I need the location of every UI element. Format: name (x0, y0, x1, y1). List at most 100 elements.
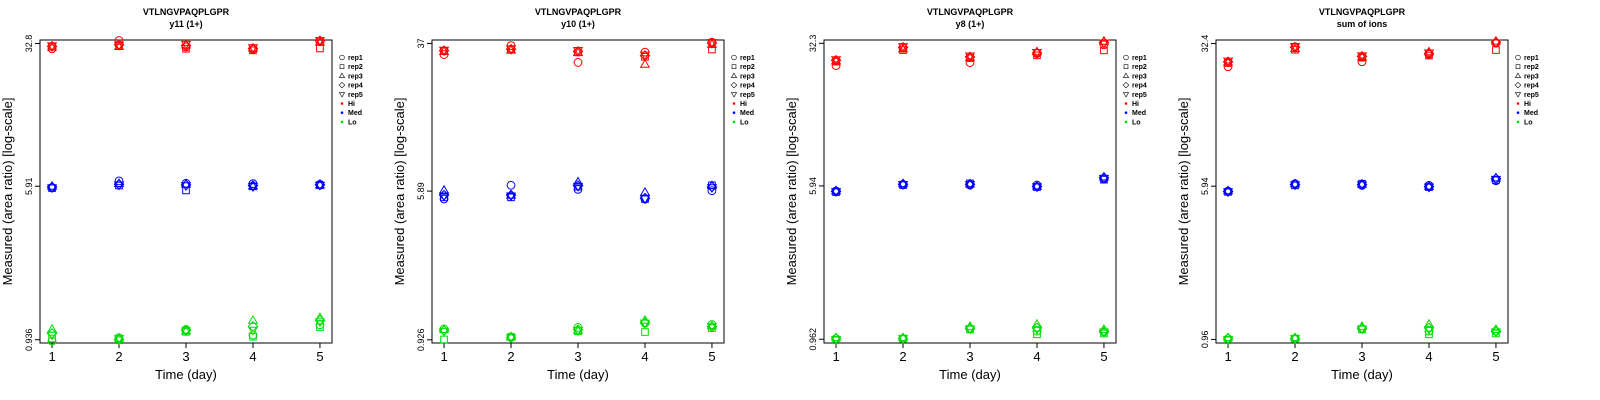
legend-label: rep3 (348, 73, 363, 80)
x-tick-label: 4 (1425, 349, 1432, 364)
x-tick-label: 2 (1291, 349, 1298, 364)
data-point (180, 182, 192, 192)
data-point (639, 195, 651, 205)
data-point (1223, 62, 1233, 72)
legend-label: rep2 (1524, 64, 1539, 71)
legend-label: rep3 (1132, 73, 1147, 80)
data-point (1490, 328, 1502, 338)
series-med-rep3 (830, 171, 1110, 195)
series-med-rep4 (830, 172, 1110, 197)
data-point (831, 334, 841, 343)
series-lo-rep4 (46, 315, 326, 345)
data-point (897, 178, 909, 188)
y-tick-label: 32.8 (24, 35, 34, 53)
legend-color-dot (1124, 120, 1128, 124)
x-tick-label: 5 (1492, 349, 1499, 364)
legend: rep1 rep2 rep3 rep4 rep5 Hi Med Lo (730, 54, 755, 126)
legend-marker (338, 72, 346, 78)
data-point (247, 44, 259, 54)
series-hi-rep5 (830, 39, 1110, 66)
x-axis-label: Time (day) (939, 367, 1001, 382)
x-tick-label: 4 (1033, 349, 1040, 364)
data-point (639, 319, 651, 329)
data-points (438, 37, 718, 344)
data-point (113, 181, 125, 191)
series-lo-rep5 (46, 318, 326, 344)
legend-marker (730, 72, 738, 78)
x-tick-label: 5 (708, 349, 715, 364)
data-point (1357, 57, 1367, 67)
legend-label: rep1 (1524, 55, 1539, 62)
data-point (505, 189, 517, 199)
data-point (1289, 181, 1301, 191)
legend-color-dot (732, 111, 736, 114)
legend-marker (731, 54, 737, 61)
data-point (1031, 180, 1043, 190)
data-point (46, 184, 58, 194)
data-point (247, 42, 259, 52)
data-point (830, 185, 842, 195)
y-tick-label: 5.94 (808, 177, 818, 195)
y-tick-label: 0.96 (1200, 331, 1210, 349)
data-point (1222, 188, 1234, 198)
y-tick-label: 0.926 (416, 329, 426, 352)
legend: rep1 rep2 rep3 rep4 rep5 Hi Med Lo (1122, 54, 1147, 126)
legend-marker (338, 81, 346, 89)
data-point (639, 186, 651, 196)
data-point (314, 312, 326, 322)
series-hi-rep4 (1222, 36, 1502, 68)
legend-label: rep2 (1132, 64, 1147, 71)
x-axis-label: Time (day) (547, 367, 609, 382)
legend-label: rep4 (1132, 83, 1147, 90)
data-point (572, 176, 584, 186)
data-point (113, 41, 125, 51)
legend-label: rep4 (740, 83, 755, 90)
series-med-rep5 (1222, 175, 1502, 198)
series-lo-rep1 (439, 318, 717, 342)
y-tick-label: 5.89 (416, 182, 426, 200)
legend-label: rep2 (348, 64, 363, 71)
data-point (114, 36, 124, 45)
data-point (1490, 175, 1502, 185)
data-point (706, 323, 718, 333)
data-point (1222, 57, 1234, 67)
legend-color-dot (1124, 111, 1128, 114)
legend-color-dot (732, 102, 736, 105)
data-point (506, 180, 516, 190)
chart-subtitle: y8 (1+) (956, 19, 985, 29)
x-axis-label: Time (day) (1331, 367, 1393, 382)
y-axis-label: Measured (area ratio) [log-scale] (0, 98, 15, 286)
data-points (1222, 35, 1502, 345)
x-tick-label: 3 (574, 349, 581, 364)
legend-label: rep1 (740, 55, 755, 62)
data-point (1099, 40, 1109, 50)
x-tick-label: 5 (316, 349, 323, 364)
data-point (314, 37, 326, 46)
chart-subtitle: sum of ions (1337, 19, 1388, 29)
legend-marker (1514, 81, 1522, 89)
data-point (46, 331, 58, 341)
y-tick-label: 5.91 (24, 177, 34, 195)
y-axis: 0.926 5.89 37 (416, 38, 432, 351)
series-lo-rep1 (47, 320, 325, 346)
series-hi-rep3 (438, 39, 718, 68)
data-point (438, 184, 450, 194)
data-point (46, 180, 58, 190)
legend-marker (1514, 92, 1522, 98)
chart-title: VTLNGVPAQPLGPR (535, 7, 622, 17)
chart-title: VTLNGVPAQPLGPR (143, 7, 230, 17)
data-point (48, 334, 56, 343)
data-point (1031, 183, 1043, 193)
legend-label: Med (1524, 110, 1538, 117)
x-axis: 1 2 3 4 5 (440, 343, 716, 364)
legend-label: rep5 (348, 92, 363, 99)
data-point (1222, 335, 1234, 345)
data-point (439, 194, 449, 204)
data-point (897, 332, 909, 342)
x-axis: 1 2 3 4 5 (832, 343, 1108, 364)
series-lo-rep5 (1222, 325, 1502, 345)
y-axis-label: Measured (area ratio) [log-scale] (784, 98, 799, 286)
data-point (180, 325, 192, 335)
data-point (1356, 325, 1368, 335)
